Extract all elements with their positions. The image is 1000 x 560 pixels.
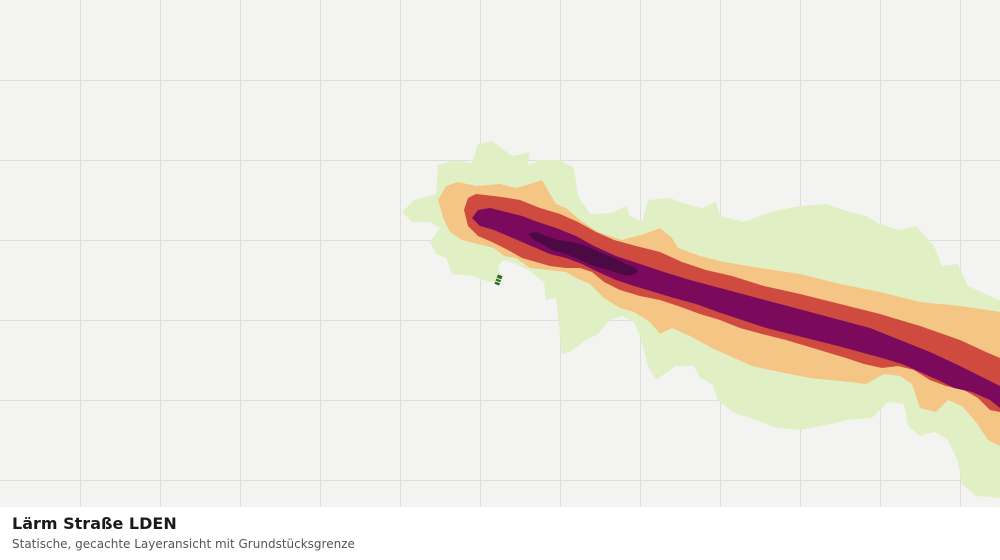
- parcel-boundary-icon[interactable]: [494, 274, 503, 286]
- layer-caption: Lärm Straße LDEN Statische, gecachte Lay…: [0, 507, 1000, 560]
- map-canvas[interactable]: [0, 0, 1000, 507]
- layer-title: Lärm Straße LDEN: [12, 514, 177, 533]
- layer-subtitle: Statische, gecachte Layeransicht mit Gru…: [12, 537, 355, 551]
- noise-zone-5: [528, 232, 638, 276]
- map-viewport[interactable]: [0, 0, 1000, 507]
